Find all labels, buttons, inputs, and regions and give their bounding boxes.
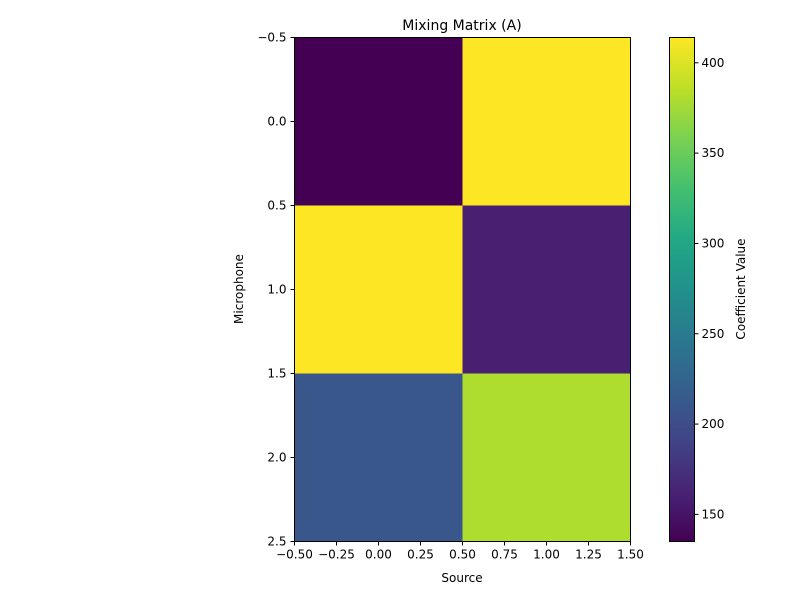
y-tick-label: 0.5 [267, 199, 286, 213]
colorbar-tick-label: 350 [702, 146, 725, 160]
colorbar-tick-label: 300 [702, 236, 725, 250]
x-tick-label: 1.25 [575, 548, 602, 562]
x-tick-label: 0.75 [491, 548, 518, 562]
y-tick-label: 0.0 [267, 115, 286, 129]
x-axis: −0.50 −0.25 0.00 0.25 0.50 0.75 1.00 1.25 1.50 [276, 541, 644, 562]
chart-title: Mixing Matrix (A) [402, 18, 521, 34]
colorbar-tick-label: 400 [702, 56, 725, 70]
colorbar-tick-label: 250 [702, 327, 725, 341]
y-tick-label: 1.0 [267, 283, 286, 297]
x-tick-label: −0.25 [318, 548, 355, 562]
heatmap-cell [462, 37, 631, 206]
x-tick-label: 0.50 [449, 548, 476, 562]
colorbar-axis: 150 200 250 300 350 400 [694, 56, 725, 521]
y-axis: −0.5 0.0 0.5 1.0 1.5 2.0 2.5 [257, 31, 295, 549]
colorbar-tick-label: 150 [702, 507, 725, 521]
y-tick-label: 2.5 [267, 535, 286, 549]
colorbar-label: Coefficient Value [734, 238, 748, 339]
heatmap-cell [462, 205, 631, 374]
heatmap-cells [294, 37, 631, 542]
x-axis-label: Source [441, 571, 482, 585]
x-tick-label: −0.50 [276, 548, 313, 562]
x-tick-label: 0.00 [365, 548, 392, 562]
y-tick-label: 1.5 [267, 367, 286, 381]
heatmap-cell [462, 373, 631, 542]
x-tick-label: 1.50 [617, 548, 644, 562]
y-tick-label: −0.5 [257, 31, 286, 45]
y-tick-label: 2.0 [267, 451, 286, 465]
y-axis-label: Microphone [232, 254, 246, 324]
x-tick-label: 1.00 [533, 548, 560, 562]
heatmap-cell [294, 37, 463, 206]
x-tick-label: 0.25 [407, 548, 434, 562]
colorbar-tick-label: 200 [702, 417, 725, 431]
heatmap-cell [294, 205, 463, 374]
colorbar [669, 37, 695, 542]
heatmap-cell [294, 373, 463, 542]
